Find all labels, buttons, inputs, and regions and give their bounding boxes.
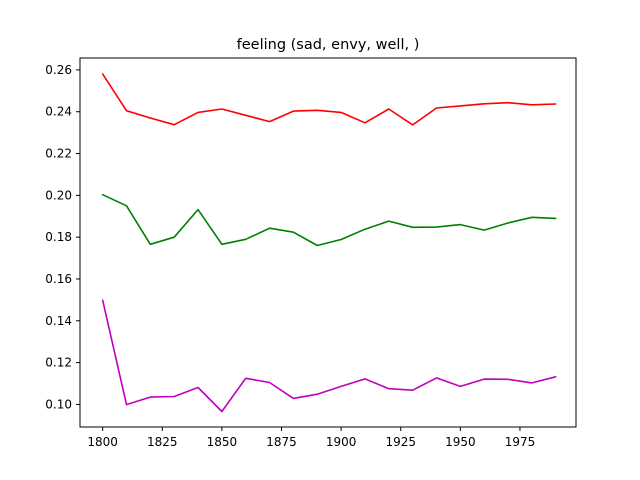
plot-area-frame bbox=[79, 57, 577, 428]
y-tick-label: 0.10 bbox=[45, 397, 72, 411]
y-tick-label: 0.24 bbox=[45, 105, 72, 119]
y-axis: 0.10 0.12 0.14 0.16 0.18 0.20 0.22 0.24 0.26 bbox=[45, 63, 80, 411]
series-layer bbox=[101, 73, 557, 413]
green-series-line bbox=[101, 193, 557, 247]
magenta-series-line bbox=[101, 299, 557, 413]
x-tick-label: 1800 bbox=[87, 435, 118, 449]
x-tick-label: 1825 bbox=[147, 435, 178, 449]
y-tick-label: 0.16 bbox=[45, 272, 72, 286]
x-tick-label: 1900 bbox=[326, 435, 357, 449]
y-tick-label: 0.12 bbox=[45, 356, 72, 370]
x-tick-label: 1875 bbox=[266, 435, 297, 449]
y-tick-label: 0.26 bbox=[45, 63, 72, 77]
chart-title: feeling (sad, envy, well, ) bbox=[237, 37, 420, 53]
x-tick-label: 1975 bbox=[505, 435, 536, 449]
y-tick-label: 0.20 bbox=[45, 188, 72, 202]
y-tick-label: 0.14 bbox=[45, 314, 72, 328]
x-tick-label: 1950 bbox=[445, 435, 476, 449]
red-series-line bbox=[101, 73, 557, 126]
x-tick-label: 1850 bbox=[207, 435, 238, 449]
x-tick-label: 1925 bbox=[385, 435, 416, 449]
y-tick-label: 0.18 bbox=[45, 230, 72, 244]
y-tick-label: 0.22 bbox=[45, 147, 72, 161]
x-axis: 1800 1825 1850 1875 1900 1925 1950 1975 bbox=[87, 427, 535, 449]
